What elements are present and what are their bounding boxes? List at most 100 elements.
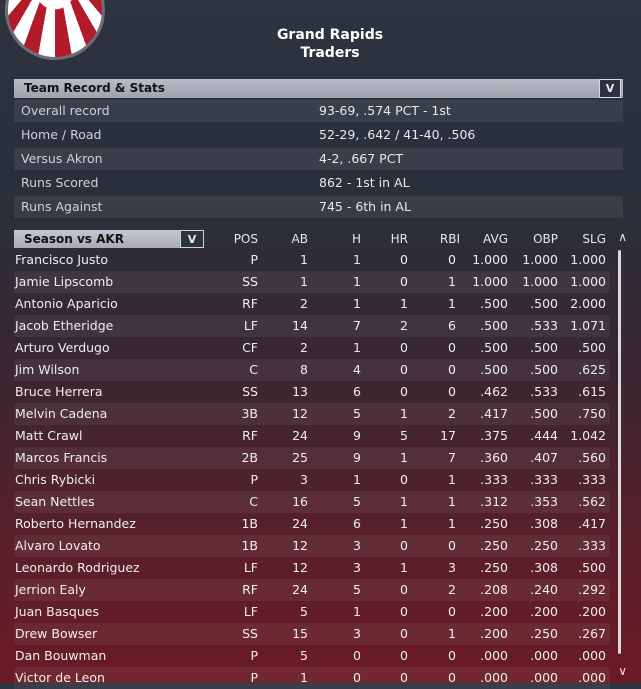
record-section-header[interactable]: Team Record & Stats V	[14, 79, 623, 98]
player-name-link[interactable]: Roberto Hernandez	[15, 516, 136, 531]
player-row[interactable]: Alvaro Lovato 1B 12 3 0 0 .250 .250 .333	[14, 535, 610, 557]
stat-pos: P	[250, 252, 258, 267]
stat-avg: .250	[480, 560, 508, 575]
season-dropdown-button[interactable]: V	[180, 230, 204, 248]
player-row[interactable]: Jacob Etheridge LF 14 7 2 6 .500 .533 1.071	[14, 315, 610, 337]
player-row[interactable]: Roberto Hernandez 1B 24 6 1 1 .250 .308 .417	[14, 513, 610, 535]
col-header-h[interactable]: H	[351, 232, 361, 246]
stat-rbi: 0	[448, 538, 456, 553]
scroll-down-arrow-icon[interactable]: ∨	[618, 664, 627, 678]
stat-ab: 12	[292, 538, 308, 553]
stat-hr: 1	[400, 450, 408, 465]
stat-rbi: 6	[448, 318, 456, 333]
stat-h: 1	[353, 274, 361, 289]
col-header-slg[interactable]: SLG	[582, 232, 606, 246]
stat-rbi: 7	[448, 450, 456, 465]
col-header-ab[interactable]: AB	[291, 232, 308, 246]
player-name-link[interactable]: Bruce Herrera	[15, 384, 103, 399]
stat-avg: .200	[480, 626, 508, 641]
player-row[interactable]: Dan Bouwman P 5 0 0 0 .000 .000 .000	[14, 645, 610, 667]
player-row[interactable]: Bruce Herrera SS 13 6 0 0 .462 .533 .615	[14, 381, 610, 403]
season-selector[interactable]: Season vs AKR V	[14, 230, 204, 248]
col-header-avg[interactable]: AVG	[483, 232, 508, 246]
player-name-link[interactable]: Marcos Francis	[15, 450, 108, 465]
stat-pos: P	[250, 648, 258, 663]
player-row[interactable]: Marcos Francis 2B 25 9 1 7 .360 .407 .560	[14, 447, 610, 469]
player-row[interactable]: Chris Rybicki P 3 1 0 1 .333 .333 .333	[14, 469, 610, 491]
player-name-link[interactable]: Jacob Etheridge	[15, 318, 114, 333]
player-row[interactable]: Sean Nettles C 16 5 1 1 .312 .353 .562	[14, 491, 610, 513]
stat-ab: 2	[300, 296, 308, 311]
stat-rbi: 1	[448, 296, 456, 311]
stat-ab: 16	[292, 494, 308, 509]
team-title: Grand Rapids Traders	[230, 26, 430, 62]
player-row[interactable]: Jerrion Ealy RF 24 5 0 2 .208 .240 .292	[14, 579, 610, 601]
stat-rbi: 17	[440, 428, 456, 443]
player-name-link[interactable]: Arturo Verdugo	[15, 340, 110, 355]
record-value: 4-2, .667 PCT	[319, 151, 404, 166]
player-name-link[interactable]: Leonardo Rodriguez	[15, 560, 140, 575]
col-header-hr[interactable]: HR	[390, 232, 408, 246]
stat-slg: .500	[578, 560, 606, 575]
player-name-link[interactable]: Jim Wilson	[15, 362, 80, 377]
stat-rbi: 1	[448, 626, 456, 641]
scrollbar[interactable]	[618, 250, 621, 654]
player-name-link[interactable]: Jerrion Ealy	[15, 582, 86, 597]
stat-obp: .308	[530, 560, 558, 575]
player-name-link[interactable]: Matt Crawl	[15, 428, 83, 443]
stat-slg: 1.042	[570, 428, 606, 443]
player-name-link[interactable]: Juan Basques	[15, 604, 99, 619]
player-row[interactable]: Antonio Aparicio RF 2 1 1 1 .500 .500 2.000	[14, 293, 610, 315]
stat-obp: .500	[530, 340, 558, 355]
stat-obp: .200	[530, 604, 558, 619]
player-name-link[interactable]: Drew Bowser	[15, 626, 98, 641]
stat-obp: .250	[530, 626, 558, 641]
player-name-link[interactable]: Antonio Aparicio	[15, 296, 118, 311]
player-row[interactable]: Jamie Lipscomb SS 1 1 0 1 1.000 1.000 1.000	[14, 271, 610, 293]
player-name-link[interactable]: Dan Bouwman	[15, 648, 107, 663]
player-name-link[interactable]: Chris Rybicki	[15, 472, 96, 487]
record-value: 52-29, .642 / 41-40, .506	[319, 127, 476, 142]
stat-avg: .375	[480, 428, 508, 443]
stat-hr: 0	[400, 538, 408, 553]
col-header-pos[interactable]: POS	[233, 232, 258, 246]
stat-hr: 0	[400, 274, 408, 289]
stat-pos: SS	[242, 626, 258, 641]
stat-obp: .250	[530, 538, 558, 553]
stat-avg: .462	[480, 384, 508, 399]
player-row[interactable]: Francisco Justo P 1 1 0 0 1.000 1.000 1.000	[14, 249, 610, 271]
col-header-rbi[interactable]: RBI	[439, 232, 460, 246]
player-row[interactable]: Melvin Cadena 3B 12 5 1 2.417.500.750	[14, 403, 610, 425]
stat-obp: .333	[530, 472, 558, 487]
stat-hr: 5	[400, 428, 408, 443]
stat-rbi: 0	[448, 252, 456, 267]
player-row[interactable]: Leonardo Rodriguez LF 12 3 1 3 .250 .308 .500	[14, 557, 610, 579]
scroll-up-arrow-icon[interactable]: ∧	[618, 230, 627, 244]
record-row: Runs Scored 862 - 1st in AL	[14, 172, 623, 194]
stat-hr: 1	[400, 494, 408, 509]
player-row[interactable]: Jim Wilson C 8 4 0 0 .500 .500 .625	[14, 359, 610, 381]
stat-pos: LF	[243, 560, 258, 575]
player-name-link[interactable]: Sean Nettles	[15, 494, 95, 509]
stat-pos: 1B	[241, 516, 258, 531]
player-name-link[interactable]: Francisco Justo	[15, 252, 109, 267]
stat-h: 1	[353, 472, 361, 487]
stat-hr: 0	[400, 340, 408, 355]
stat-h: 4	[353, 362, 361, 377]
player-name-link[interactable]: Alvaro Lovato	[15, 538, 101, 553]
player-name-link[interactable]: Jamie Lipscomb	[15, 274, 114, 289]
stat-pos: 2B	[241, 450, 258, 465]
col-header-obp[interactable]: OBP	[533, 232, 558, 246]
stat-pos: RF	[242, 582, 258, 597]
record-dropdown-button[interactable]: V	[599, 79, 621, 98]
player-row[interactable]: Matt Crawl RF 24 9 5 17 .375 .444 1.042	[14, 425, 610, 447]
player-row[interactable]: Drew Bowser SS 15 3 0 1 .200 .250 .267	[14, 623, 610, 645]
player-name-link[interactable]: Victor de Leon	[15, 670, 105, 685]
stat-pos: LF	[243, 318, 258, 333]
player-row[interactable]: Arturo Verdugo CF 2 1 0 0 .500 .500 .500	[14, 337, 610, 359]
record-row: Versus Akron 4-2, .667 PCT	[14, 148, 623, 170]
player-row[interactable]: Victor de Leon P 1 0 0 0 .000 .000 .000	[14, 667, 610, 689]
stat-avg: .208	[480, 582, 508, 597]
player-row[interactable]: Juan Basques LF 5 1 0 0 .200 .200 .200	[14, 601, 610, 623]
player-name-link[interactable]: Melvin Cadena	[15, 406, 108, 421]
